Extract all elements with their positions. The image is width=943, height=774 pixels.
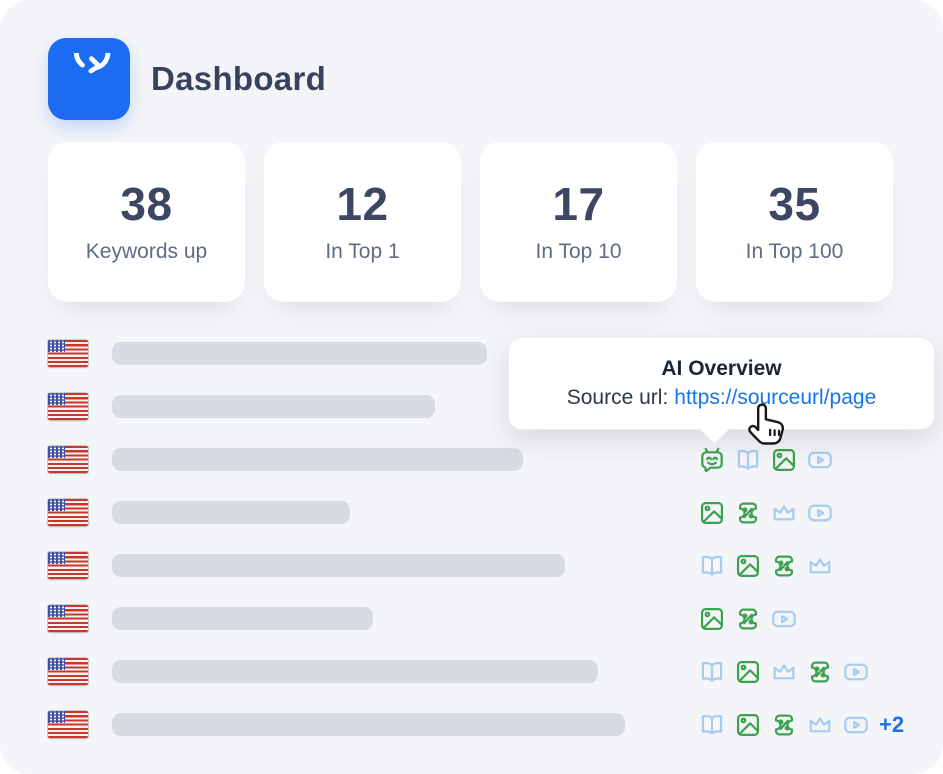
- stat-value: 38: [120, 177, 173, 230]
- percent-icon[interactable]: [770, 711, 798, 739]
- percent-icon[interactable]: [770, 552, 798, 580]
- us-flag-icon: [48, 552, 88, 579]
- keyword-placeholder-bar: [112, 713, 625, 736]
- video-icon[interactable]: [770, 605, 798, 633]
- hand-pointer-icon: [748, 403, 785, 445]
- ai-overview-tooltip: AI Overview Source url: https://sourceurl…: [508, 337, 935, 445]
- percent-icon[interactable]: [806, 658, 834, 686]
- crown-icon[interactable]: [806, 552, 834, 580]
- serp-features: [698, 499, 834, 527]
- stat-label: In Top 10: [535, 239, 622, 263]
- us-flag-icon: [48, 658, 88, 685]
- stat-label: In Top 100: [745, 239, 844, 263]
- source-url-label: Source url:: [566, 386, 669, 409]
- ai-chat-icon[interactable]: [698, 446, 726, 474]
- image-icon[interactable]: [734, 552, 762, 580]
- more-features-count[interactable]: +2: [879, 711, 905, 737]
- serp-features: +2: [698, 711, 904, 739]
- tooltip-source-line: Source url: https://sourceurl/page: [567, 386, 877, 410]
- keyword-row: [0, 645, 943, 698]
- crown-icon[interactable]: [770, 658, 798, 686]
- keyword-placeholder-bar: [112, 395, 435, 418]
- image-icon[interactable]: [698, 605, 726, 633]
- us-flag-icon: [48, 446, 88, 473]
- image-icon[interactable]: [734, 658, 762, 686]
- stat-card-in-top-10: 17 In Top 10: [480, 142, 677, 302]
- crown-icon[interactable]: [770, 499, 798, 527]
- serp-features: [698, 658, 870, 686]
- us-flag-icon: [48, 499, 88, 526]
- stat-card-in-top-1: 12 In Top 1: [264, 142, 461, 302]
- stat-label: In Top 1: [325, 239, 400, 263]
- keyword-placeholder-bar: [112, 448, 523, 471]
- stat-value: 17: [552, 177, 605, 230]
- serp-features: [698, 605, 798, 633]
- book-icon[interactable]: [698, 552, 726, 580]
- keyword-row: [0, 327, 943, 380]
- refresh-button[interactable]: [48, 38, 130, 120]
- image-icon[interactable]: [698, 499, 726, 527]
- page-title: Dashboard: [151, 60, 327, 97]
- serp-features: [698, 446, 834, 474]
- percent-icon[interactable]: [734, 499, 762, 527]
- book-icon[interactable]: [734, 446, 762, 474]
- keyword-row: [0, 486, 943, 539]
- us-flag-icon: [48, 605, 88, 632]
- stat-card-keywords-up: 38 Keywords up: [48, 142, 245, 302]
- video-icon[interactable]: [806, 446, 834, 474]
- us-flag-icon: [48, 393, 88, 420]
- percent-icon[interactable]: [734, 605, 762, 633]
- us-flag-icon: [48, 711, 88, 738]
- stat-value: 12: [336, 177, 389, 230]
- video-icon[interactable]: [842, 711, 870, 739]
- keyword-placeholder-bar: [112, 607, 373, 630]
- serp-features: [698, 552, 834, 580]
- keyword-placeholder-bar: [112, 501, 350, 524]
- keyword-row: [0, 433, 943, 486]
- book-icon[interactable]: [698, 711, 726, 739]
- us-flag-icon: [48, 340, 88, 367]
- header: Dashboard: [48, 38, 326, 120]
- keyword-list: +2: [0, 327, 943, 751]
- tooltip-title: AI Overview: [661, 357, 782, 380]
- book-icon[interactable]: [698, 658, 726, 686]
- image-icon[interactable]: [734, 711, 762, 739]
- image-icon[interactable]: [770, 446, 798, 474]
- keyword-placeholder-bar: [112, 342, 487, 365]
- stat-card-in-top-100: 35 In Top 100: [696, 142, 893, 302]
- stats-row: 38 Keywords up 12 In Top 1 17 In Top 10 …: [48, 142, 893, 302]
- keyword-row: [0, 380, 943, 433]
- stat-label: Keywords up: [85, 239, 208, 263]
- crown-icon[interactable]: [806, 711, 834, 739]
- keyword-row: [0, 592, 943, 645]
- source-url-link[interactable]: https://sourceurl/page: [674, 386, 877, 409]
- refresh-icon: [74, 53, 111, 74]
- stat-value: 35: [768, 177, 821, 230]
- video-icon[interactable]: [806, 499, 834, 527]
- keyword-placeholder-bar: [112, 660, 598, 683]
- video-icon[interactable]: [842, 658, 870, 686]
- keyword-row: [0, 539, 943, 592]
- keyword-placeholder-bar: [112, 554, 565, 577]
- keyword-row: +2: [0, 698, 943, 751]
